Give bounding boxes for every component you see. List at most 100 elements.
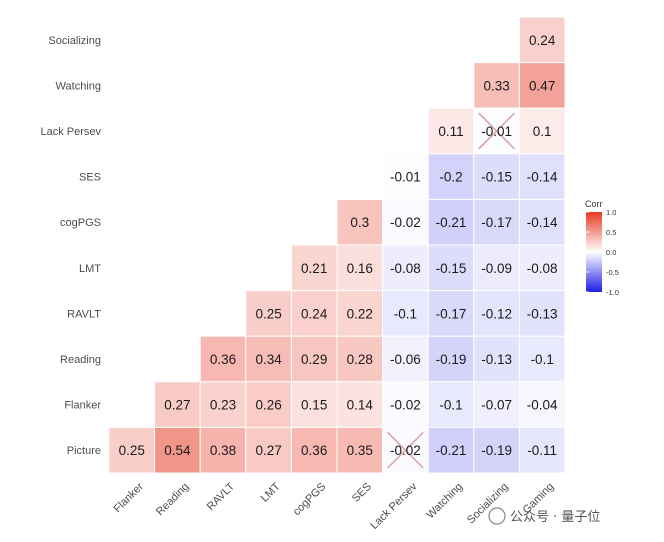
heatmap-cell: -0.14: [518, 198, 566, 246]
cell-value-label: 0.1: [533, 124, 552, 139]
heatmap-cell: -0.09: [473, 244, 520, 292]
heatmap-cell: -0.1: [518, 335, 566, 383]
cell-fill: [427, 290, 475, 337]
cell-fill: [290, 244, 338, 292]
cell-fill: [199, 381, 247, 428]
wechat-logo-icon: [488, 507, 506, 525]
cell-fill: [382, 198, 429, 246]
y-tick-label: RAVLT: [67, 308, 101, 320]
heatmap-cell: -0.08: [382, 244, 429, 292]
cell-fill: [336, 198, 384, 246]
cell-value-label: -0.14: [527, 170, 558, 185]
legend-tick-label: 1.0: [606, 208, 616, 217]
heatmap-cell: 0.24: [290, 290, 338, 337]
cell-fill: [290, 290, 338, 337]
cell-value-label: 0.21: [301, 261, 327, 276]
cell-value-label: 0.25: [119, 443, 145, 458]
heatmap-cell: -0.02: [382, 381, 429, 428]
cell-value-label: 0.54: [164, 443, 191, 458]
y-tick-label: Lack Persev: [40, 126, 101, 138]
x-tick-label: Reading: [154, 481, 191, 518]
cell-fill: [290, 426, 338, 474]
cell-value-label: -0.19: [436, 352, 467, 367]
heatmap-cell: 0.14: [336, 381, 384, 428]
legend-tick-label: 0.0: [606, 248, 616, 257]
cell-value-label: -0.02: [390, 215, 421, 230]
cell-value-label: -0.1: [439, 398, 462, 413]
cell-value-label: -0.08: [390, 261, 421, 276]
heatmap-cell: -0.02: [382, 198, 429, 246]
cell-value-label: 0.26: [255, 398, 281, 413]
heatmap-cell: 0.27: [245, 426, 292, 474]
cell-value-label: 0.47: [529, 78, 555, 93]
y-axis-labels: Socializing Watching Lack Persev SES cogPGS L…: [40, 35, 101, 457]
y-tick-label: LMT: [79, 263, 101, 275]
heatmap-cell: 0.21: [290, 244, 338, 292]
heatmap-cell: 0.35: [336, 426, 384, 474]
cell-fill: [518, 244, 566, 292]
heatmap-cell: -0.19: [473, 426, 520, 474]
heatmap-cell: -0.04: [518, 381, 566, 428]
heatmap-cell: 0.27: [154, 381, 201, 428]
cell-fill: [245, 335, 292, 383]
x-tick-label: SES: [350, 481, 374, 505]
cell-value-label: -0.08: [527, 261, 558, 276]
x-tick-label: Watching: [424, 481, 465, 522]
heatmap-cell: 0.15: [290, 381, 338, 428]
cell-value-label: -0.1: [394, 306, 417, 321]
cell-value-label: -0.01: [481, 124, 512, 139]
cell-value-label: -0.19: [481, 443, 512, 458]
heatmap-cell: -0.17: [427, 290, 475, 337]
cell-value-label: -0.07: [481, 398, 512, 413]
heatmap-cell: -0.02: [382, 426, 429, 474]
cell-value-label: 0.23: [210, 398, 236, 413]
heatmap-cell: -0.01: [473, 107, 520, 155]
cell-fill: [518, 335, 566, 383]
cell-fill: [382, 244, 429, 292]
cell-value-label: -0.21: [436, 443, 467, 458]
cell-value-label: -0.21: [436, 215, 467, 230]
x-tick-label: cogPGS: [291, 481, 328, 518]
cell-value-label: -0.15: [481, 170, 512, 185]
cell-fill: [108, 426, 156, 474]
heatmap-cell: -0.12: [473, 290, 520, 337]
legend-tick-label: 0.5: [606, 228, 616, 237]
heatmap-cell: 0.47: [518, 62, 566, 109]
heatmap-cell: 0.25: [108, 426, 156, 474]
cell-value-label: 0.33: [483, 78, 509, 93]
cell-fill: [473, 62, 520, 109]
cell-value-label: 0.14: [347, 398, 374, 413]
cell-fill: [473, 381, 520, 428]
cell-value-label: -0.14: [527, 215, 558, 230]
heatmap-cell: 0.24: [518, 16, 566, 64]
heatmap-cell: 0.16: [336, 244, 384, 292]
cell-fill: [518, 107, 566, 155]
heatmap-cell: -0.07: [473, 381, 520, 428]
cell-value-label: -0.04: [527, 398, 558, 413]
legend-colorbar: [586, 212, 602, 292]
cell-value-label: 0.29: [301, 352, 327, 367]
cell-value-label: 0.3: [350, 215, 369, 230]
heatmap-cell: 0.26: [245, 381, 292, 428]
heatmap-cell: -0.19: [427, 335, 475, 383]
heatmap-cell: -0.2: [427, 153, 475, 200]
heatmap-cell: -0.15: [473, 153, 520, 200]
cell-fill: [473, 198, 520, 246]
cell-value-label: 0.22: [347, 306, 373, 321]
heatmap-cell: -0.15: [427, 244, 475, 292]
cell-fill: [382, 381, 429, 428]
cell-value-label: 0.11: [438, 124, 463, 139]
watermark: 公众号 · 量子位: [488, 507, 600, 525]
cell-value-label: -0.13: [527, 306, 558, 321]
cell-value-label: 0.15: [301, 398, 327, 413]
y-tick-label: SES: [79, 172, 101, 184]
cell-value-label: -0.17: [481, 215, 512, 230]
cell-value-label: 0.24: [529, 33, 556, 48]
cell-value-label: 0.36: [301, 443, 327, 458]
heatmap-cell: 0.23: [199, 381, 247, 428]
cell-fill: [518, 16, 566, 64]
heatmap-cell: -0.1: [427, 381, 475, 428]
cell-fill: [473, 426, 520, 474]
y-tick-label: Reading: [60, 354, 101, 366]
